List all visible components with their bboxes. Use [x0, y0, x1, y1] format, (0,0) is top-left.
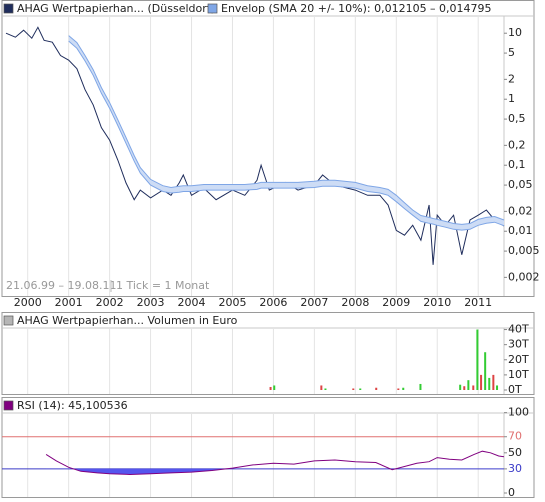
y-tick-label: 0,1 — [508, 158, 526, 171]
volume-bar — [419, 383, 422, 390]
line-series — [45, 450, 505, 476]
legend-swatch — [3, 400, 14, 411]
y-tick-label: 0,02 — [508, 204, 533, 217]
y-tick-label: 0,5 — [508, 112, 526, 125]
y-tick-label: 40T — [508, 323, 529, 336]
y-tick-label: 0,002 — [508, 270, 540, 283]
volume-bar — [324, 388, 327, 390]
volume-bar — [397, 388, 400, 390]
volume-bar — [480, 374, 483, 390]
volume-bar — [273, 385, 276, 390]
volume-bar — [459, 384, 462, 390]
volume-bar — [492, 374, 495, 390]
x-tick-label: 2002 — [96, 296, 124, 309]
y-tick-label: 20T — [508, 353, 529, 366]
y-tick-label: 70 — [508, 430, 522, 443]
x-tick-label: 2009 — [382, 296, 410, 309]
x-tick-label: 2011 — [464, 296, 492, 309]
y-tick-label: 0,01 — [508, 224, 533, 237]
legend-swatch — [207, 3, 218, 14]
y-tick-label: 10 — [508, 26, 522, 39]
volume-bar — [375, 387, 378, 390]
y-tick-label: 50 — [508, 446, 522, 459]
volume-bar — [463, 386, 466, 390]
volume-bar — [472, 385, 475, 390]
x-tick-label: 2006 — [259, 296, 287, 309]
x-tick-label: 2003 — [137, 296, 165, 309]
y-tick-label: 0T — [508, 383, 522, 396]
y-tick-label: 0 — [508, 486, 515, 499]
legend-swatch — [3, 3, 14, 14]
legend-label: Envelop (SMA 20 +/- 10%): 0,012105 – 0,0… — [221, 2, 492, 15]
y-tick-label: 1 — [508, 92, 515, 105]
date-range: 21.06.99 – 19.08.11 — [6, 279, 116, 292]
panel-box — [1, 312, 535, 395]
y-tick-label: 2 — [508, 72, 515, 85]
volume-bar — [269, 386, 272, 390]
envelope-upper — [68, 35, 505, 225]
legend-label: RSI (14): 45,100536 — [17, 399, 128, 412]
x-tick-label: 2010 — [423, 296, 451, 309]
y-tick-label: 30T — [508, 338, 529, 351]
x-tick-label: 2004 — [178, 296, 206, 309]
envelope-lower — [68, 40, 505, 231]
y-tick-label: 0,005 — [508, 244, 540, 257]
volume-bar — [352, 388, 355, 390]
volume-bar — [402, 387, 405, 390]
volume-bar — [467, 380, 470, 390]
volume-bar — [320, 385, 323, 390]
legend-swatch — [3, 315, 14, 326]
y-tick-label: 0,05 — [508, 178, 533, 191]
x-tick-label: 2007 — [300, 296, 328, 309]
volume-bar — [488, 377, 491, 390]
legend-label: AHAG Wertpapierhan... (Düsseldorf) — [17, 2, 215, 15]
y-tick-label: 30 — [508, 462, 522, 475]
y-tick-label: 100 — [508, 406, 529, 419]
volume-bar — [476, 329, 479, 390]
y-tick-label: 0,2 — [508, 138, 526, 151]
line-series — [5, 26, 505, 265]
x-tick-label: 2000 — [14, 296, 42, 309]
panel-box — [1, 397, 535, 498]
volume-bar — [484, 352, 487, 390]
volume-bar — [496, 385, 499, 390]
legend-label: AHAG Wertpapierhan... Volumen in Euro — [17, 314, 238, 327]
tick-note: 1 Tick = 1 Monat — [116, 279, 210, 292]
y-tick-label: 10T — [508, 368, 529, 381]
panel-box — [1, 0, 535, 297]
x-tick-label: 2008 — [341, 296, 369, 309]
volume-bar — [359, 388, 362, 390]
x-tick-label: 2005 — [218, 296, 246, 309]
y-tick-label: 5 — [508, 46, 515, 59]
x-tick-label: 2001 — [55, 296, 83, 309]
